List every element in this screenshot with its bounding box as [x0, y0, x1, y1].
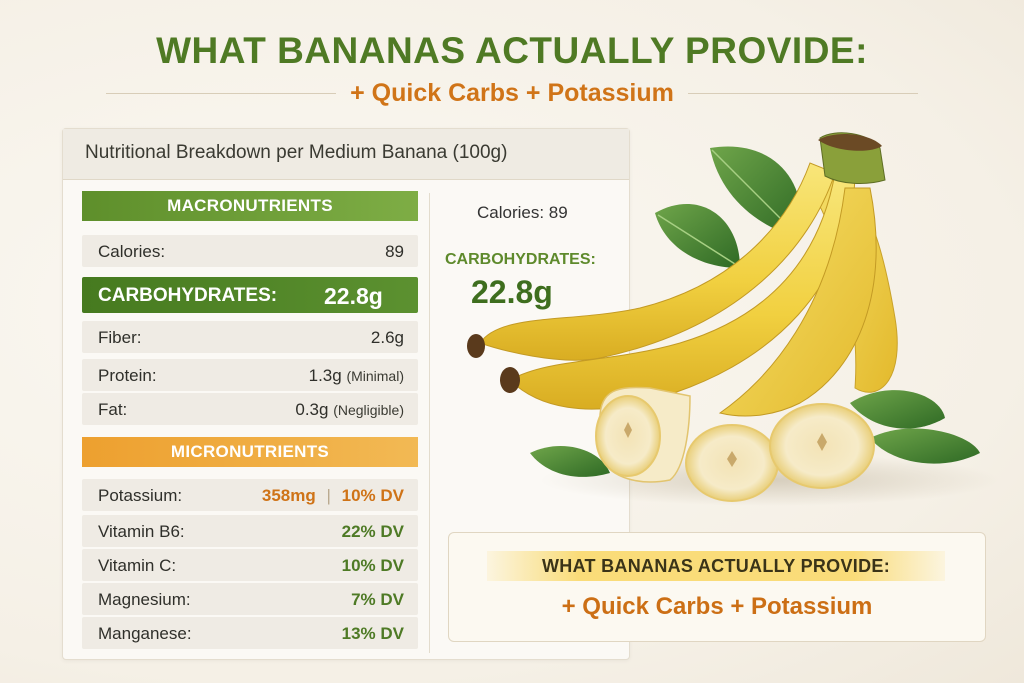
banana-slices — [595, 386, 875, 502]
micro-row-vitamin-b6: Vitamin B6: 22% DV — [82, 515, 418, 547]
row-label: Vitamin C: — [98, 556, 177, 575]
row-label: Fiber: — [98, 328, 142, 347]
page-subtitle: + Quick Carbs + Potassium — [350, 78, 674, 107]
macro-row-protein: Protein: 1.3g (Minimal) — [82, 359, 418, 391]
row-value: 22.8g — [324, 283, 383, 309]
page-title: WHAT BANANAS ACTUALLY PROVIDE: — [156, 30, 868, 71]
row-note: (Negligible) — [333, 402, 404, 418]
divider-line-right — [687, 92, 918, 94]
banana-illustration — [467, 132, 1000, 506]
row-value: 2.6g — [370, 328, 404, 347]
micro-row-manganese: Manganese: 13% DV — [82, 617, 418, 649]
macro-row-fat: Fat: 0.3g (Negligible) — [82, 393, 418, 425]
card-header: Nutritional Breakdown per Medium Banana … — [63, 129, 629, 180]
banana-tip — [467, 334, 485, 358]
macro-row-carbohydrates: CARBOHYDRATES: 22.8g — [82, 277, 418, 313]
row-value: 89 — [385, 242, 404, 261]
callout-subtitle: + Quick Carbs + Potassium — [561, 593, 873, 620]
row-separator: | — [326, 486, 331, 505]
callout-title-highlight: WHAT BANANAS ACTUALLY PROVIDE: — [487, 551, 945, 581]
row-label: CARBOHYDRATES: — [98, 285, 278, 306]
side-carbohydrates-value: 22.8g — [471, 274, 553, 310]
row-label: Manganese: — [98, 624, 192, 643]
micro-row-vitamin-c: Vitamin C: 10% DV — [82, 549, 418, 581]
row-value: 7% DV — [351, 590, 404, 609]
row-amount: 358mg — [261, 486, 316, 505]
row-value: 22% DV — [341, 522, 404, 541]
row-value-group: 0.3g (Negligible) — [295, 400, 404, 420]
row-label: Calories: — [98, 242, 166, 261]
banana-tip — [500, 367, 520, 393]
micronutrients-header: MICRONUTRIENTS — [82, 437, 418, 467]
subtitle-row: + Quick Carbs + Potassium — [0, 76, 1024, 110]
side-carbohydrates-label: CARBOHYDRATES: — [445, 251, 596, 268]
divider-line-left — [106, 92, 337, 94]
leaf-icon — [530, 146, 980, 477]
column-divider — [429, 193, 430, 653]
macronutrients-header: MACRONUTRIENTS — [82, 191, 418, 221]
macro-row-fiber: Fiber: 2.6g — [82, 321, 418, 353]
micro-row-magnesium: Magnesium: 7% DV — [82, 583, 418, 615]
row-value: 0.3g — [295, 400, 329, 419]
row-note: (Minimal) — [346, 368, 404, 384]
summary-callout: WHAT BANANAS ACTUALLY PROVIDE: + Quick C… — [448, 532, 986, 642]
card-header-text: Nutritional Breakdown per Medium Banana … — [85, 142, 508, 163]
macro-row-calories: Calories: 89 — [82, 235, 418, 267]
row-label: Protein: — [98, 366, 157, 385]
row-label: Vitamin B6: — [98, 522, 185, 541]
row-value-group: 1.3g (Minimal) — [309, 366, 404, 386]
row-label: Magnesium: — [98, 590, 191, 609]
micro-row-potassium: Potassium: 358mg | 10% DV — [82, 479, 418, 511]
side-calories: Calories: 89 — [477, 203, 568, 222]
row-value: 10% DV — [341, 486, 404, 505]
row-label: Potassium: — [98, 486, 183, 505]
row-value: 1.3g — [308, 366, 342, 385]
row-value: 10% DV — [341, 556, 404, 575]
row-value: 13% DV — [341, 624, 404, 643]
banana-bunch — [467, 132, 898, 417]
row-label: Fat: — [98, 400, 128, 419]
row-value-group: 358mg | 10% DV — [262, 486, 404, 506]
callout-title: WHAT BANANAS ACTUALLY PROVIDE: — [541, 555, 890, 576]
